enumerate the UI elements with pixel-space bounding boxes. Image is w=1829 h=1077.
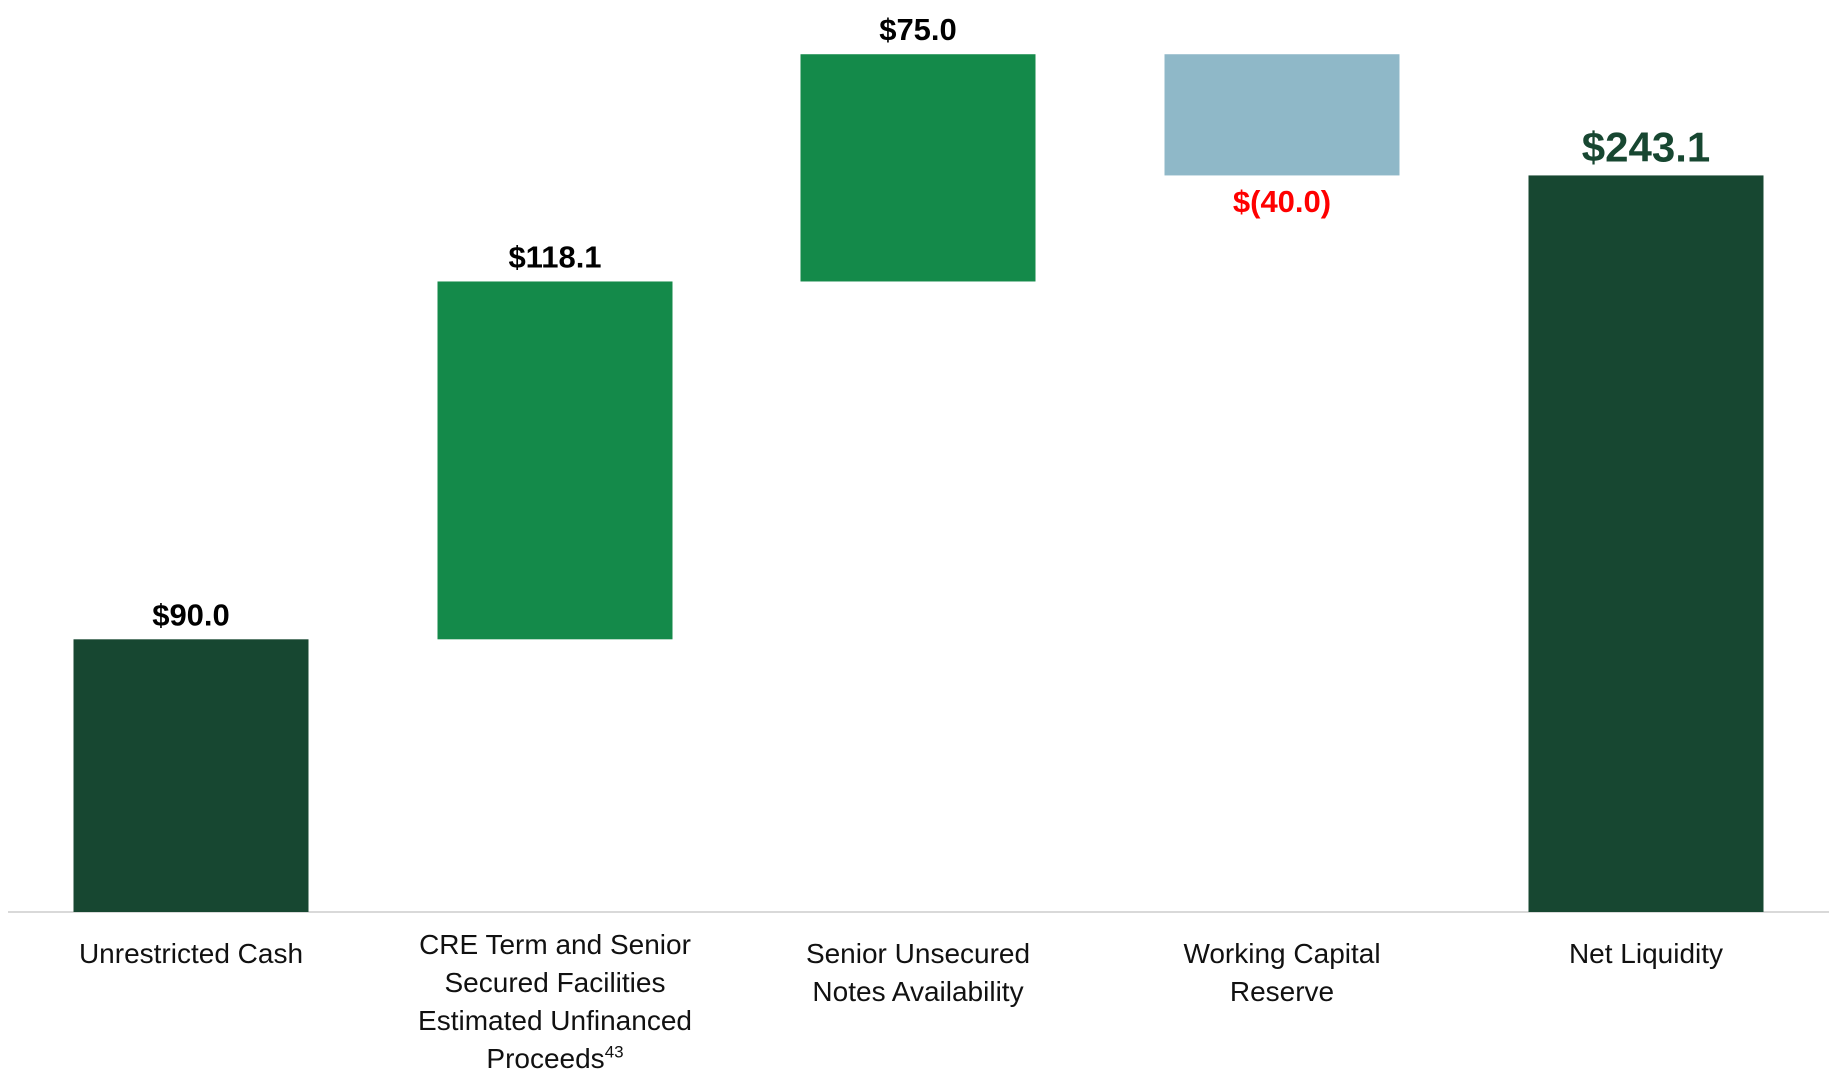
bar <box>437 281 673 640</box>
value-label: $90.0 <box>152 597 230 632</box>
value-label: $118.1 <box>508 239 601 274</box>
category-text: Net Liquidity <box>1568 938 1724 969</box>
x-tick-label: Senior Unsecured Notes Availability <box>768 935 1068 1011</box>
footnote-ref: 43 <box>604 1042 624 1062</box>
x-tick-label: CRE Term and Senior Secured Facilities E… <box>405 926 705 1077</box>
value-label: $75.0 <box>879 12 957 47</box>
bar <box>1528 175 1764 913</box>
category-text: Working Capital Reserve <box>1183 938 1381 1007</box>
value-label: $(40.0) <box>1233 184 1331 219</box>
category-text: Senior Unsecured Notes Availability <box>805 938 1031 1007</box>
bar <box>1164 54 1400 176</box>
bar <box>800 54 1036 282</box>
x-tick-label: Net Liquidity <box>1496 935 1796 973</box>
value-label: $243.1 <box>1582 123 1710 170</box>
category-text: Unrestricted Cash <box>78 938 304 969</box>
category-text: CRE Term and Senior Secured Facilities E… <box>418 929 692 1074</box>
x-tick-label: Unrestricted Cash <box>41 935 341 973</box>
bar <box>73 639 309 912</box>
x-tick-label: Working Capital Reserve <box>1132 935 1432 1011</box>
